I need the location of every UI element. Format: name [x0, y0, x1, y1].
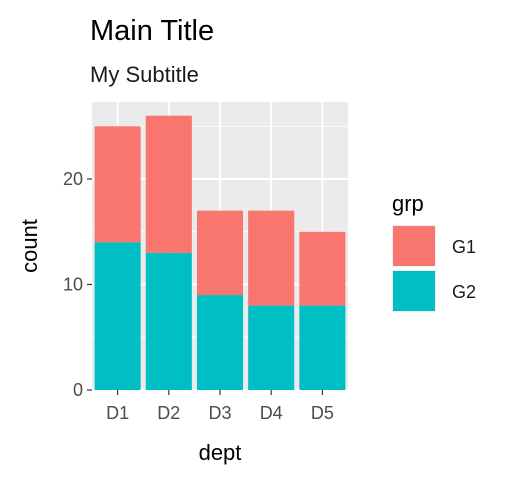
chart-subtitle: My Subtitle — [90, 62, 199, 87]
bar-d4-g1 — [248, 211, 294, 306]
legend-label-g1: G1 — [452, 237, 476, 257]
x-axis: D1 D2 D3 D4 D5 — [106, 390, 334, 423]
x-tick-label: D4 — [260, 403, 283, 423]
legend-swatch-g2 — [393, 271, 435, 311]
legend: grp G1 G2 — [392, 191, 476, 312]
y-tick-label: 0 — [73, 380, 83, 400]
legend-swatch-g1 — [393, 226, 435, 266]
bar-d3-g1 — [197, 211, 243, 295]
chart-title: Main Title — [90, 15, 214, 47]
x-tick-label: D1 — [106, 403, 129, 423]
legend-label-g2: G2 — [452, 282, 476, 302]
bar-d3-g2 — [197, 295, 243, 390]
y-axis: 0 10 20 — [63, 169, 92, 400]
bar-d5-g2 — [299, 306, 345, 390]
x-tick-label: D3 — [208, 403, 231, 423]
bar-d2-g2 — [146, 253, 192, 390]
bar-d5-g1 — [299, 232, 345, 306]
x-tick-label: D2 — [157, 403, 180, 423]
x-axis-title: dept — [199, 440, 242, 465]
bar-d4-g2 — [248, 306, 294, 390]
bar-d2-g1 — [146, 116, 192, 253]
y-axis-title: count — [17, 219, 42, 273]
y-tick-label: 10 — [63, 275, 83, 295]
bar-d1-g2 — [95, 242, 141, 390]
y-tick-label: 20 — [63, 169, 83, 189]
bar-d1-g1 — [95, 126, 141, 242]
x-tick-label: D5 — [311, 403, 334, 423]
legend-title: grp — [392, 191, 424, 216]
